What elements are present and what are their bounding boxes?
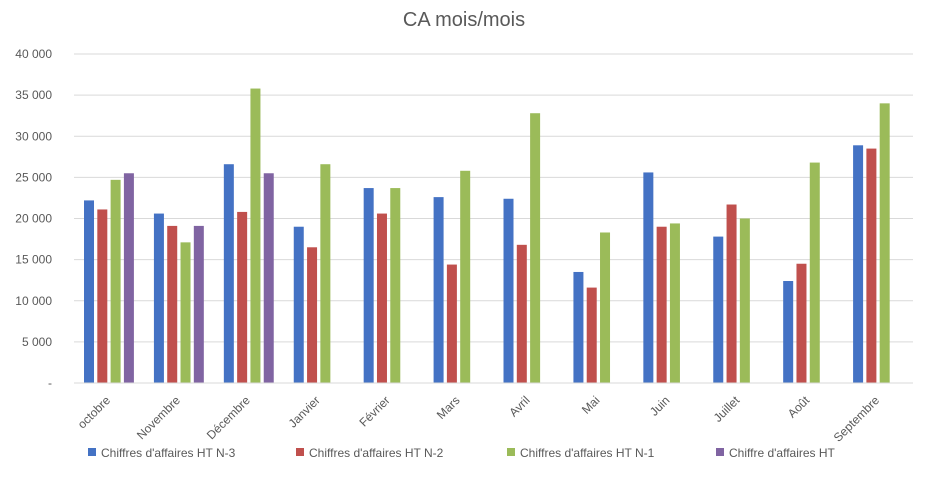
y-tick-label: 35 000 bbox=[15, 88, 52, 102]
bar bbox=[866, 148, 877, 383]
legend: Chiffres d'affaires HT N-3 Chiffres d'aff… bbox=[88, 446, 836, 460]
bar bbox=[530, 113, 541, 383]
x-axis-ticks: octobre Novembre Décembre Janvier Février Mar… bbox=[75, 393, 883, 445]
legend-label: Chiffres d'affaires HT N-2 bbox=[309, 446, 444, 460]
bar bbox=[263, 173, 274, 383]
bar bbox=[516, 244, 527, 383]
bar bbox=[180, 242, 191, 383]
legend-swatch bbox=[88, 448, 96, 456]
x-tick-label: Juin bbox=[647, 393, 672, 418]
x-tick-label: Février bbox=[356, 393, 392, 429]
bar bbox=[307, 247, 318, 383]
y-tick-label: 10 000 bbox=[15, 294, 52, 308]
x-tick-label: Janvier bbox=[286, 393, 323, 430]
bar bbox=[503, 198, 514, 383]
bar bbox=[123, 173, 134, 383]
bar bbox=[739, 218, 750, 383]
bar bbox=[783, 281, 794, 383]
x-tick-label: Mars bbox=[434, 393, 463, 422]
bar bbox=[669, 223, 680, 383]
legend-swatch bbox=[296, 448, 304, 456]
bar bbox=[446, 264, 457, 383]
bar bbox=[796, 263, 807, 383]
x-tick-label: Août bbox=[785, 393, 813, 421]
bar bbox=[586, 287, 597, 383]
bar bbox=[643, 172, 654, 383]
bar bbox=[376, 213, 387, 383]
gridlines bbox=[74, 53, 913, 343]
y-tick-label: 40 000 bbox=[15, 47, 52, 61]
bar bbox=[853, 145, 864, 383]
chart-title: CA mois/mois bbox=[403, 9, 525, 31]
bar bbox=[223, 164, 234, 383]
bar bbox=[97, 209, 108, 383]
bar bbox=[460, 170, 471, 383]
y-tick-label: 30 000 bbox=[15, 129, 52, 143]
x-tick-label: Décembre bbox=[204, 393, 253, 442]
y-tick-label: 25 000 bbox=[15, 170, 52, 184]
bar bbox=[110, 179, 121, 383]
x-tick-label: Novembre bbox=[134, 393, 183, 442]
bar bbox=[390, 188, 401, 383]
bar bbox=[363, 188, 374, 383]
legend-swatch bbox=[507, 448, 515, 456]
x-tick-label: Avril bbox=[506, 393, 532, 419]
bar bbox=[726, 204, 737, 383]
bar bbox=[193, 225, 204, 383]
bar bbox=[153, 213, 164, 383]
bar bbox=[237, 211, 248, 383]
y-tick-label: 15 000 bbox=[15, 253, 52, 267]
y-tick-label: - bbox=[48, 376, 52, 390]
x-tick-label: Mai bbox=[579, 393, 603, 417]
y-tick-label: 5 000 bbox=[22, 335, 52, 349]
bar bbox=[656, 226, 667, 383]
bar bbox=[879, 103, 890, 383]
bar bbox=[320, 164, 331, 383]
bar bbox=[84, 200, 95, 383]
bar bbox=[573, 271, 584, 383]
bar bbox=[293, 226, 304, 383]
x-tick-label: Septembre bbox=[831, 393, 883, 445]
y-tick-label: 20 000 bbox=[15, 212, 52, 226]
bars bbox=[84, 88, 890, 384]
bar bbox=[167, 225, 178, 383]
bar bbox=[250, 88, 261, 384]
bar bbox=[600, 232, 611, 383]
bar bbox=[713, 236, 724, 383]
bar bbox=[433, 197, 444, 383]
x-tick-label: octobre bbox=[75, 393, 113, 431]
y-axis-ticks: - 5 000 10 000 15 000 20 000 25 000 30 000 35 0… bbox=[15, 47, 52, 390]
legend-label: Chiffre d'affaires HT bbox=[729, 446, 836, 460]
x-tick-label: Juillet bbox=[711, 393, 743, 425]
legend-label: Chiffres d'affaires HT N-1 bbox=[520, 446, 655, 460]
bar bbox=[809, 162, 820, 383]
legend-label: Chiffres d'affaires HT N-3 bbox=[101, 446, 236, 460]
legend-swatch bbox=[716, 448, 724, 456]
